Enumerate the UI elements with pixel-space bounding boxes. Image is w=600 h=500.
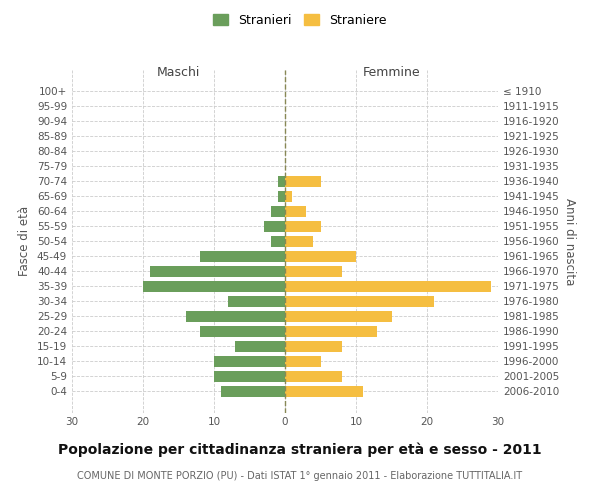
Bar [285,356,320,367]
Bar [228,296,285,307]
Bar [200,326,285,337]
Bar [285,190,292,202]
Text: COMUNE DI MONTE PORZIO (PU) - Dati ISTAT 1° gennaio 2011 - Elaborazione TUTTITAL: COMUNE DI MONTE PORZIO (PU) - Dati ISTAT… [77,471,523,481]
Bar [285,310,392,322]
Bar [278,190,285,202]
Bar [285,250,356,262]
Bar [214,356,285,367]
Bar [264,220,285,232]
Bar [285,340,342,352]
Bar [271,206,285,217]
Bar [285,206,307,217]
Bar [271,236,285,247]
Bar [285,370,342,382]
Text: Popolazione per cittadinanza straniera per età e sesso - 2011: Popolazione per cittadinanza straniera p… [58,442,542,457]
Bar [143,280,285,292]
Text: Femmine: Femmine [362,66,421,79]
Bar [221,386,285,397]
Y-axis label: Anni di nascita: Anni di nascita [563,198,576,285]
Bar [285,176,320,187]
Legend: Stranieri, Straniere: Stranieri, Straniere [211,11,389,29]
Bar [285,280,491,292]
Text: Maschi: Maschi [157,66,200,79]
Bar [150,266,285,277]
Y-axis label: Fasce di età: Fasce di età [19,206,31,276]
Bar [235,340,285,352]
Bar [285,266,342,277]
Bar [285,326,377,337]
Bar [285,296,434,307]
Bar [285,386,363,397]
Bar [278,176,285,187]
Bar [200,250,285,262]
Bar [285,220,320,232]
Bar [185,310,285,322]
Bar [214,370,285,382]
Bar [285,236,313,247]
